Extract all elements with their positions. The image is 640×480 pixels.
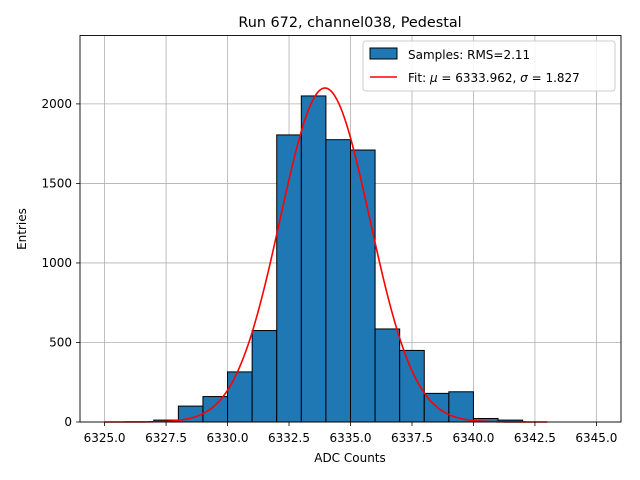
x-axis-label: ADC Counts [314,451,386,465]
x-tick-label: 6345.0 [575,431,617,445]
y-tick-label: 1000 [41,256,72,270]
histogram-bar [251,330,278,423]
histogram-bar [350,149,376,423]
x-tick-label: 6332.5 [268,431,310,445]
legend-fit-sigma-value: = 1.827 [528,71,580,85]
legend-fit-sigma-symbol: σ [520,71,528,85]
legend-fit-mu-symbol: μ [429,71,438,85]
histogram-bar [448,391,474,423]
x-tick-label: 6340.0 [452,431,494,445]
fit-curve [104,87,548,423]
histogram-bar [374,328,401,423]
legend-fit-label: Fit: μ = 6333.962, σ = 1.827 [408,71,580,85]
x-tick-label: 6342.5 [514,431,556,445]
legend-box [362,40,616,92]
histogram-bar [202,396,229,423]
x-axis-ticks: 6325.0 6327.5 6330.0 6332.5 6335.0 6337.5 6340… [84,422,617,445]
legend-fit-mu-value: = 6333.962, [438,71,521,85]
legend-fit-prefix: Fit: [408,71,430,85]
y-axis-label: Entries [15,208,29,250]
x-tick-label: 6337.5 [391,431,433,445]
histogram-bar [325,139,351,423]
x-tick-label: 6335.0 [330,431,372,445]
y-tick-label: 0 [64,415,72,429]
y-tick-label: 1500 [41,176,72,190]
y-tick-label: 2000 [41,97,72,111]
x-tick-label: 6327.5 [145,431,187,445]
legend: Samples: RMS=2.11 Fit: μ = 6333.962, σ =… [362,40,616,92]
chart-title: Run 672, channel038, Pedestal [238,15,461,31]
x-tick-label: 6330.0 [207,431,249,445]
legend-histogram-swatch [369,47,398,60]
x-tick-label: 6325.0 [84,431,126,445]
y-tick-label: 500 [49,335,72,349]
legend-histogram-label: Samples: RMS=2.11 [408,48,530,62]
histogram-bar [300,95,327,423]
histogram-bar [227,371,253,423]
y-axis-ticks: 0 500 1000 1500 2000 [41,97,80,429]
